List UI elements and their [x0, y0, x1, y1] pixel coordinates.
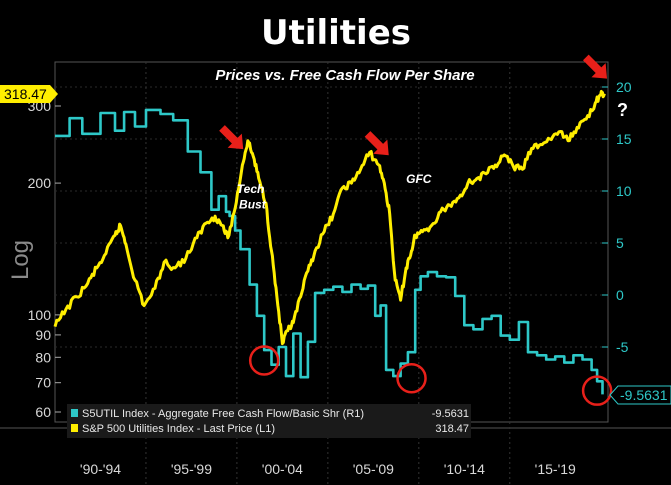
legend-swatch-fcf	[71, 409, 78, 417]
right-tick-label: 20	[616, 79, 632, 95]
highlight-circle	[581, 375, 613, 406]
left-tag-shape	[0, 85, 58, 103]
right-tick-label: -5	[616, 339, 629, 355]
red-arrow-icon	[219, 125, 244, 150]
legend-label-price: S&P 500 Utilities Index - Last Price (L1…	[82, 423, 275, 435]
series-line	[53, 89, 606, 346]
left-tick-label: 70	[35, 375, 51, 391]
right-tick-label: 0	[616, 287, 624, 303]
arrow-shape	[219, 125, 244, 150]
red-arrow-icon	[582, 54, 608, 79]
legend: S5UTIL Index - Aggregate Free Cash Flow/…	[67, 404, 471, 438]
chart-title: Utilities	[261, 13, 411, 53]
annotation-label: ?	[617, 100, 628, 120]
arrow-shape	[364, 131, 389, 156]
left-tag-value: 318.47	[4, 86, 47, 102]
chart-subtitle: Prices vs. Free Cash Flow Per Share	[215, 67, 474, 84]
left-axis-label: Log	[7, 240, 34, 280]
legend-label-fcf: S5UTIL Index - Aggregate Free Cash Flow/…	[82, 408, 364, 420]
highlight-circle	[396, 362, 427, 394]
plot-area	[54, 61, 609, 423]
series-layer	[53, 89, 606, 395]
red-arrow-icon	[364, 131, 389, 156]
x-tick-label: '10-'14	[444, 461, 485, 477]
x-tick-label: '95-'99	[171, 461, 212, 477]
legend-box	[67, 404, 471, 438]
right-tag-value: -9.5631	[620, 387, 668, 403]
right-tick-label: 15	[616, 131, 632, 147]
left-tick-label: 100	[28, 307, 52, 323]
x-tick-label: '00-'04	[262, 461, 303, 477]
x-tick-label: '05-'09	[353, 461, 394, 477]
legend-value-fcf: -9.5631	[432, 408, 469, 420]
x-tick-label: '90-'94	[80, 461, 121, 477]
series-line	[55, 108, 604, 395]
series-price	[53, 89, 606, 346]
highlight-circle	[248, 345, 280, 376]
left-tick-label: 200	[28, 175, 52, 191]
left-last-value-tag: 318.47	[0, 85, 58, 103]
annotation-label: GFC	[406, 172, 432, 186]
arrow-shape	[582, 54, 608, 79]
x-axis-ticks: '90-'94 '95-'99 '00-'04 '05-'09 '10-'14 '15-'…	[80, 461, 576, 477]
right-tick-label: 10	[616, 183, 632, 199]
right-tag-shape	[609, 385, 671, 405]
left-tick-label: 90	[35, 327, 51, 343]
gridlines	[55, 62, 608, 485]
left-tick-label: 60	[35, 404, 51, 420]
series-fcf	[55, 108, 604, 395]
left-tick-label: 80	[35, 349, 51, 365]
annotation-label: Tech	[237, 182, 265, 196]
right-axis-ticks: 20 15 10 5 0 -5	[602, 79, 632, 355]
annotation-label: Bust	[239, 197, 267, 211]
legend-swatch-price	[71, 424, 78, 432]
legend-value-price: 318.47	[435, 423, 469, 435]
x-tick-label: '15-'19	[535, 461, 576, 477]
right-last-value-tag: -9.5631	[609, 385, 671, 405]
right-tick-label: 5	[616, 235, 624, 251]
